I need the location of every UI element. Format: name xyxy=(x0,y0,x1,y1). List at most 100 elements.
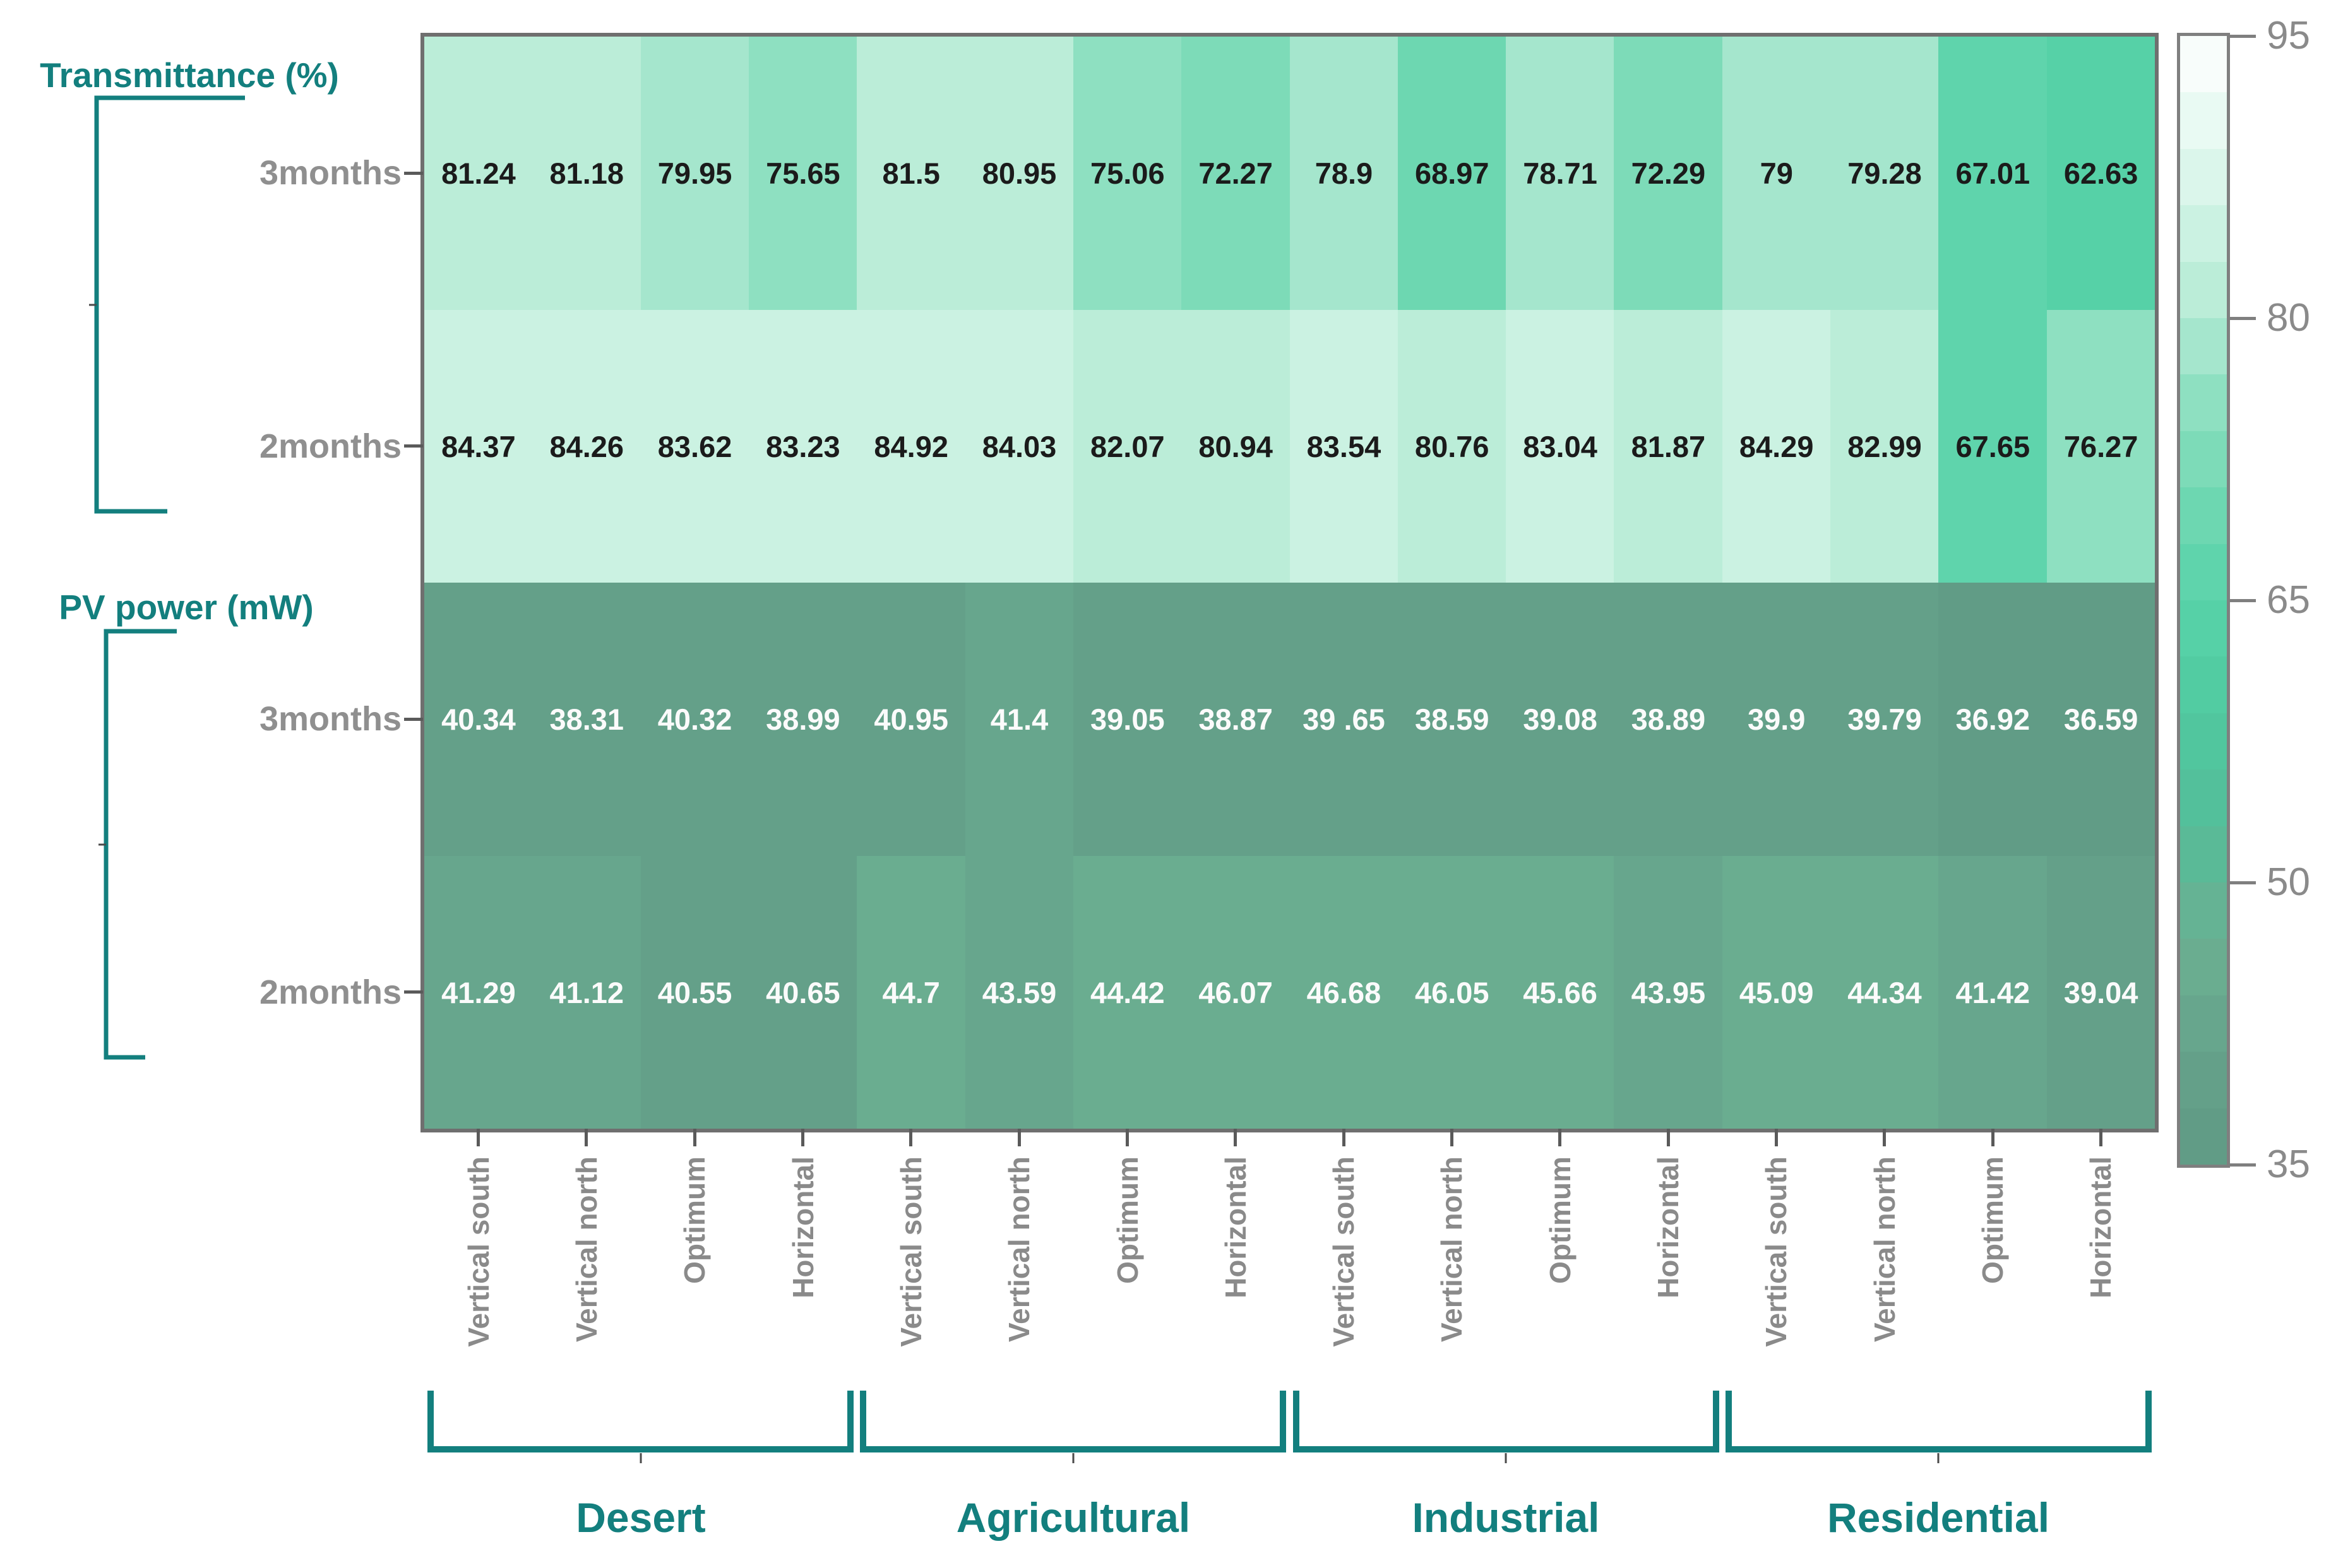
x-tick-label: Horizontal xyxy=(2084,1156,2118,1298)
cell-value: 72.27 xyxy=(1198,157,1273,191)
group-label-desert: Desert xyxy=(576,1494,706,1541)
heatmap-cell: 46.07 xyxy=(1181,855,1291,1129)
heatmap-cell: 41.12 xyxy=(532,855,641,1129)
heatmap-cell: 84.29 xyxy=(1722,309,1831,583)
x-tick-label: Vertical north xyxy=(569,1156,603,1342)
cell-value: 38.31 xyxy=(549,703,624,737)
colorbar-step xyxy=(2180,148,2227,206)
colorbar-tick xyxy=(2227,881,2256,884)
x-tick xyxy=(1234,1129,1237,1146)
cell-value: 78.71 xyxy=(1523,157,1597,191)
x-tick xyxy=(1883,1129,1887,1146)
heatmap-cell: 39.05 xyxy=(1073,583,1182,857)
heatmap-cell: 62.63 xyxy=(2046,37,2155,311)
x-tick xyxy=(1017,1129,1021,1146)
cell-value: 82.07 xyxy=(1090,429,1165,463)
heatmap-cell: 39.79 xyxy=(1830,583,1939,857)
heatmap-cell: 45.66 xyxy=(1506,855,1615,1129)
x-tick-label: Vertical south xyxy=(462,1156,495,1347)
cell-value: 83.62 xyxy=(657,429,732,463)
cell-value: 38.99 xyxy=(766,703,840,737)
heatmap-cell: 84.92 xyxy=(857,309,966,583)
cell-value: 46.05 xyxy=(1414,975,1489,1009)
section-title-transmittance: Transmittance (%) xyxy=(40,56,339,95)
cell-value: 68.97 xyxy=(1414,157,1489,191)
residential-group-bracket xyxy=(1726,1391,2152,1452)
colorbar-step xyxy=(2180,92,2227,150)
agricultural-group-bracket xyxy=(860,1391,1286,1452)
cell-value: 44.34 xyxy=(1847,975,1922,1009)
colorbar-step xyxy=(2180,826,2227,883)
colorbar-tick xyxy=(2227,34,2256,38)
cell-value: 40.34 xyxy=(441,703,516,737)
group-label-industrial: Industrial xyxy=(1412,1494,1600,1541)
colorbar-step xyxy=(2180,713,2227,770)
heatmap-cell: 45.09 xyxy=(1722,855,1831,1129)
cell-value: 40.95 xyxy=(874,703,949,737)
heatmap-cell: 78.71 xyxy=(1506,37,1615,311)
heatmap-cell: 84.03 xyxy=(965,309,1074,583)
colorbar-step xyxy=(2180,261,2227,319)
cell-value: 78.9 xyxy=(1315,157,1373,191)
cell-value: 36.59 xyxy=(2063,703,2138,737)
x-tick xyxy=(477,1129,480,1146)
colorbar-step xyxy=(2180,939,2227,996)
heatmap-cell: 40.34 xyxy=(424,583,533,857)
cell-value: 44.42 xyxy=(1090,975,1165,1009)
x-tick xyxy=(1450,1129,1453,1146)
cell-value: 39.05 xyxy=(1090,703,1165,737)
colorbar-tick xyxy=(2227,316,2256,320)
cell-value: 79 xyxy=(1760,157,1793,191)
x-tick xyxy=(693,1129,696,1146)
heatmap-cell: 67.01 xyxy=(1938,37,2048,311)
cell-value: 39.9 xyxy=(1747,703,1806,737)
x-tick-label: Horizontal xyxy=(1652,1156,1685,1298)
x-tick-label: Optimum xyxy=(1976,1156,2010,1284)
heatmap-cell: 84.26 xyxy=(532,309,641,583)
cell-value: 81.87 xyxy=(1631,429,1706,463)
cell-value: 39 .65 xyxy=(1303,703,1385,737)
heatmap-cell: 79 xyxy=(1722,37,1831,311)
y-tick xyxy=(404,444,423,448)
heatmap-cell: 81.18 xyxy=(532,37,641,311)
x-tick xyxy=(1774,1129,1778,1146)
cell-value: 39.79 xyxy=(1847,703,1922,737)
heatmap-cell: 41.42 xyxy=(1938,855,2048,1129)
heatmap-cell: 83.54 xyxy=(1289,309,1398,583)
cell-value: 82.99 xyxy=(1847,429,1922,463)
row-label-pv-2months: 2months xyxy=(259,973,402,1011)
cell-value: 81.5 xyxy=(882,157,940,191)
y-tick xyxy=(404,717,423,721)
cell-value: 39.08 xyxy=(1523,703,1597,737)
colorbar-step xyxy=(2180,1052,2227,1109)
heatmap-cell: 39 .65 xyxy=(1289,583,1398,857)
x-tick-label: Vertical north xyxy=(1435,1156,1469,1342)
heatmap-cell: 36.59 xyxy=(2046,583,2155,857)
cell-value: 75.06 xyxy=(1090,157,1165,191)
cell-value: 40.65 xyxy=(766,975,840,1009)
cell-value: 83.04 xyxy=(1523,429,1597,463)
colorbar-step xyxy=(2180,374,2227,432)
heatmap-cell: 44.7 xyxy=(857,855,966,1129)
x-tick-label: Optimum xyxy=(678,1156,712,1284)
cell-value: 46.68 xyxy=(1306,975,1381,1009)
cell-value: 79.28 xyxy=(1847,157,1922,191)
cell-value: 80.76 xyxy=(1414,429,1489,463)
cell-value: 44.7 xyxy=(882,975,940,1009)
cell-value: 83.23 xyxy=(766,429,840,463)
colorbar-step xyxy=(2180,487,2227,545)
cell-value: 81.24 xyxy=(441,157,516,191)
x-tick xyxy=(1126,1129,1130,1146)
group-label-residential: Residential xyxy=(1827,1494,2050,1541)
heatmap-cell: 38.99 xyxy=(748,583,857,857)
x-tick-label: Vertical south xyxy=(1760,1156,1793,1347)
heatmap-cell: 46.68 xyxy=(1289,855,1398,1129)
heatmap-cell: 38.89 xyxy=(1614,583,1723,857)
cell-value: 84.26 xyxy=(549,429,624,463)
heatmap-cell: 40.55 xyxy=(640,855,749,1129)
row-label-pv-3months: 3months xyxy=(259,700,402,738)
heatmap-cell: 82.07 xyxy=(1073,309,1182,583)
x-tick-label: Horizontal xyxy=(1219,1156,1252,1298)
